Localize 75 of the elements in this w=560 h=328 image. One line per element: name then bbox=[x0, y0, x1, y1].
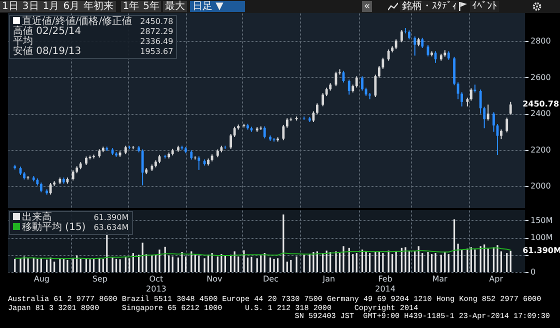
x-tick-label: Sep bbox=[92, 274, 108, 284]
text: 1日 bbox=[0, 1, 20, 12]
annotation: 63.634M bbox=[94, 223, 129, 233]
candlestick bbox=[316, 102, 318, 115]
x-tick-label: Oct 2013 bbox=[146, 274, 166, 294]
candlestick bbox=[492, 112, 495, 132]
candlestick bbox=[460, 92, 463, 107]
y-tick-label: 150M bbox=[530, 216, 553, 225]
candlestick bbox=[378, 65, 380, 78]
candlestick bbox=[263, 126, 266, 139]
candlestick bbox=[286, 118, 288, 128]
text: ｲﾍﾞﾝﾄ bbox=[470, 1, 499, 12]
candlestick bbox=[233, 126, 236, 138]
y-tick-label: 100M bbox=[530, 233, 553, 242]
legend-label: 移動平均 (15) bbox=[21, 222, 86, 233]
x-tick-label: Dec bbox=[263, 274, 278, 284]
candlestick bbox=[421, 37, 424, 49]
candlestick bbox=[312, 110, 315, 123]
y-tick-label: 2200 bbox=[530, 145, 551, 154]
text: 6月 bbox=[61, 1, 82, 12]
candlestick bbox=[400, 30, 403, 43]
candlestick bbox=[486, 104, 490, 122]
annotation: 2450.78 bbox=[522, 99, 560, 108]
y-tick-label: 2600 bbox=[530, 72, 551, 82]
candlestick bbox=[322, 92, 324, 107]
text: 安値 08/19/13 1953.67 bbox=[13, 46, 174, 57]
x-tick-label: Nov bbox=[206, 274, 222, 284]
candlestick bbox=[506, 117, 508, 133]
text: 高値 02/25/14 2872.29 bbox=[13, 26, 174, 37]
legend-label: 出来高 bbox=[21, 212, 52, 223]
text: 最大 bbox=[163, 1, 188, 12]
candlestick bbox=[509, 101, 512, 116]
candlestick bbox=[141, 148, 144, 186]
annotation: 61.390M bbox=[94, 213, 129, 223]
candlestick bbox=[40, 182, 42, 193]
candlestick bbox=[479, 89, 482, 114]
candlestick bbox=[361, 76, 364, 92]
y-tick-label: 2800 bbox=[530, 36, 551, 46]
candlestick bbox=[230, 133, 232, 150]
annotation: 直近値/終値/価格/修正値 2450.78 bbox=[22, 16, 174, 27]
candlestick bbox=[198, 156, 200, 170]
candlestick bbox=[302, 116, 306, 120]
candlestick bbox=[483, 106, 486, 129]
candlestick bbox=[190, 150, 193, 160]
text: 年初来 bbox=[82, 1, 116, 12]
text: 1年 bbox=[120, 1, 142, 12]
text: « bbox=[362, 1, 372, 12]
candlestick bbox=[282, 124, 285, 141]
candlestick bbox=[500, 128, 502, 140]
text: 1月 bbox=[40, 1, 62, 12]
candlestick bbox=[72, 170, 74, 181]
candlestick bbox=[348, 79, 350, 96]
candlestick bbox=[394, 38, 398, 50]
text: 銘柄・ｽﾀﾃﾞｨ bbox=[400, 1, 459, 12]
candlestick bbox=[382, 57, 384, 70]
candlestick bbox=[470, 88, 472, 102]
candlestick bbox=[387, 48, 390, 62]
candlestick bbox=[414, 36, 416, 56]
text: 平均 2336.49 bbox=[13, 36, 174, 47]
text: 日足 ▼ bbox=[190, 1, 245, 12]
y-tick-label: 0 bbox=[530, 268, 536, 276]
x-tick-label: Aug bbox=[34, 274, 50, 284]
candlestick bbox=[404, 28, 407, 34]
y-tick-label: 2400 bbox=[530, 109, 551, 118]
x-tick-label: Mar bbox=[432, 274, 448, 284]
candlestick bbox=[49, 182, 52, 196]
text: 5年 bbox=[141, 1, 162, 12]
x-tick-label: Jan bbox=[322, 274, 336, 284]
y-tick-label: 2000 bbox=[530, 182, 551, 191]
text: 3日 bbox=[20, 1, 41, 12]
line-series bbox=[14, 247, 512, 260]
x-tick-label: Feb 2014 bbox=[375, 274, 396, 294]
x-tick-label: Apr bbox=[489, 274, 504, 284]
candlestick bbox=[374, 74, 377, 98]
candlestick bbox=[355, 76, 358, 88]
